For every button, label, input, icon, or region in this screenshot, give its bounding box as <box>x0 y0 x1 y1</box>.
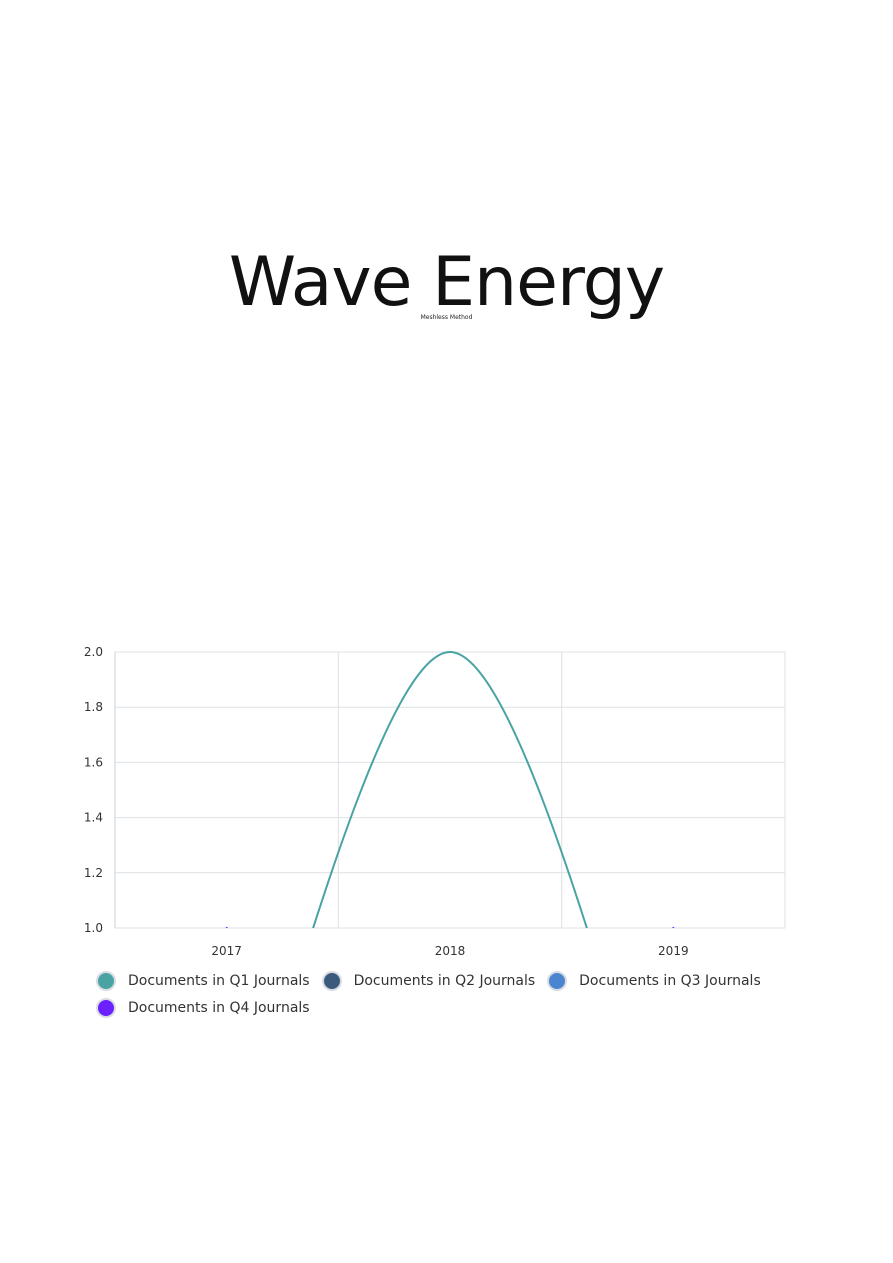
data-point <box>226 1203 228 1205</box>
x-tick-label: 2017 <box>211 944 242 958</box>
chart-legend: Documents in Q1 Journals Documents in Q2 … <box>96 970 796 1018</box>
data-point <box>449 1203 451 1205</box>
page-subtitle: Meshless Method <box>420 314 473 321</box>
data-point <box>672 1203 674 1205</box>
chart-tick-labels: 1.0 1.2 1.4 1.6 1.8 2.0 2017 2018 2019 <box>84 645 689 958</box>
series-1 <box>226 650 674 1205</box>
data-point <box>672 927 675 928</box>
data-point <box>226 1203 228 1205</box>
data-point <box>449 651 451 653</box>
legend-label: Documents in Q4 Journals <box>128 999 310 1016</box>
legend-item[interactable]: Documents in Q1 Journals <box>96 970 310 991</box>
series-4 <box>225 927 675 1205</box>
legend-swatch <box>96 997 116 1018</box>
legend-item[interactable]: Documents in Q3 Journals <box>547 970 761 991</box>
y-tick-label: 1.4 <box>84 811 103 825</box>
page-title: Wave Energy <box>228 243 665 322</box>
legend-swatch <box>321 970 342 991</box>
data-point <box>226 1203 228 1205</box>
legend-label: Documents in Q1 Journals <box>128 972 310 989</box>
data-point <box>225 927 228 928</box>
series-2 <box>226 1203 675 1205</box>
legend-swatch <box>96 970 116 991</box>
data-point <box>449 1203 451 1205</box>
y-tick-label: 2.0 <box>84 645 103 659</box>
chart-axes <box>114 651 786 929</box>
y-tick-label: 1.2 <box>84 866 103 880</box>
series-3 <box>226 1203 675 1205</box>
legend-item[interactable]: Documents in Q4 Journals <box>96 997 310 1018</box>
legend-label: Documents in Q2 Journals <box>353 972 536 989</box>
chart-series <box>225 650 675 1205</box>
data-point <box>449 1203 451 1205</box>
x-tick-label: 2018 <box>435 944 466 958</box>
legend-item[interactable]: Documents in Q2 Journals <box>321 970 536 991</box>
y-tick-label: 1.6 <box>84 755 103 769</box>
data-point <box>672 1203 674 1205</box>
plot-area-border <box>114 651 786 929</box>
y-tick-label: 1.8 <box>84 700 103 714</box>
x-tick-label: 2019 <box>658 944 689 958</box>
legend-label: Documents in Q3 Journals <box>579 972 761 989</box>
data-point <box>672 1203 674 1205</box>
chart-gridlines <box>115 651 785 929</box>
legend-swatch <box>547 970 568 991</box>
y-tick-label: 1.0 <box>84 921 103 935</box>
